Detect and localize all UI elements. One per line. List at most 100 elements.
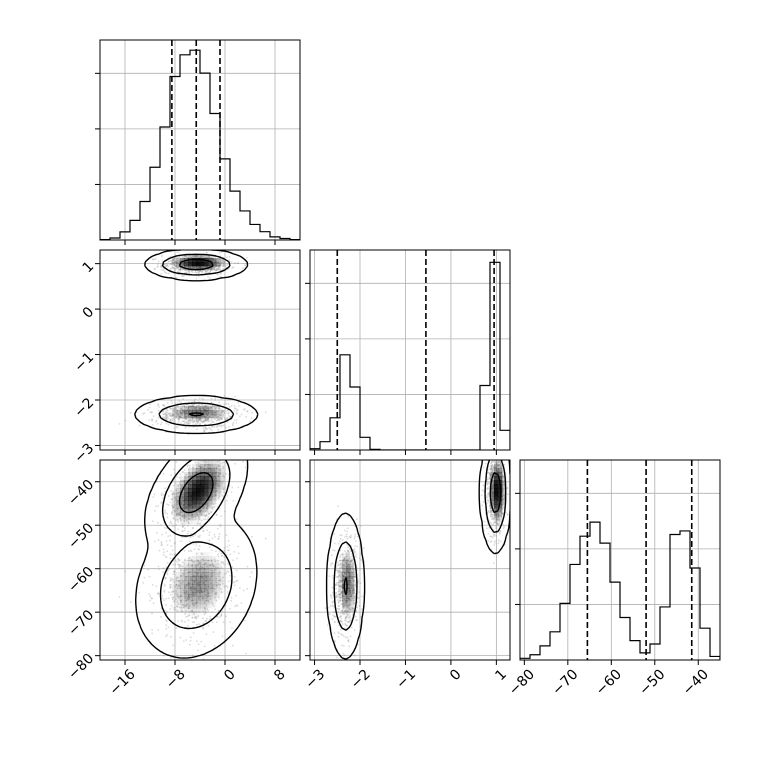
sample-point xyxy=(174,260,177,263)
sample-point xyxy=(175,512,178,515)
density-cell xyxy=(346,600,351,605)
sample-point xyxy=(342,577,344,580)
density-cell xyxy=(346,576,351,581)
sample-point xyxy=(184,596,187,599)
sample-point xyxy=(356,606,358,609)
sample-point xyxy=(346,530,348,533)
sample-point xyxy=(348,580,350,583)
sample-point xyxy=(186,524,189,527)
sample-point xyxy=(225,534,228,536)
sample-point xyxy=(501,512,504,515)
density-cell xyxy=(184,476,189,481)
sample-point xyxy=(220,418,223,421)
sample-point xyxy=(201,407,204,410)
sample-point xyxy=(219,417,222,420)
sample-point xyxy=(220,488,223,490)
sample-point xyxy=(199,586,201,589)
sample-point xyxy=(174,406,176,409)
sample-point xyxy=(204,266,207,269)
sample-point xyxy=(495,514,497,517)
sample-point xyxy=(497,464,500,467)
sample-point xyxy=(183,513,185,516)
density-cell xyxy=(346,596,351,601)
density-cell xyxy=(192,556,197,561)
sample-point xyxy=(187,604,190,607)
sample-point xyxy=(194,266,196,269)
sample-point xyxy=(202,577,205,580)
sample-point xyxy=(358,591,360,593)
sample-point xyxy=(220,412,223,415)
sample-point xyxy=(148,406,151,409)
sample-point xyxy=(494,456,496,458)
sample-point xyxy=(195,611,197,613)
sample-point xyxy=(352,562,354,565)
density-cell xyxy=(342,560,347,565)
sample-point xyxy=(339,569,341,572)
density-cells xyxy=(338,460,507,617)
density-cell xyxy=(180,476,185,481)
sample-point xyxy=(210,401,213,404)
sample-point xyxy=(219,265,221,268)
sample-point xyxy=(487,492,490,494)
density-cell xyxy=(180,266,185,271)
sample-point xyxy=(188,415,190,418)
sample-point xyxy=(207,407,210,410)
sample-point xyxy=(168,567,170,570)
sample-point xyxy=(342,566,345,568)
density-cell xyxy=(184,572,189,577)
sample-point xyxy=(186,269,189,272)
sample-point xyxy=(353,576,355,578)
sample-point xyxy=(208,499,211,501)
sample-point xyxy=(212,470,215,473)
sample-point xyxy=(179,601,182,603)
sample-point xyxy=(169,608,172,610)
sample-point xyxy=(492,466,495,469)
sample-point xyxy=(347,562,350,565)
sample-point xyxy=(184,477,187,480)
sample-point xyxy=(225,615,227,618)
density-cell xyxy=(498,508,503,513)
sample-point xyxy=(176,605,179,608)
sample-point xyxy=(176,257,179,259)
density-cell xyxy=(200,568,205,573)
sample-point xyxy=(215,466,218,469)
density-cell xyxy=(338,592,343,597)
sample-point xyxy=(499,530,502,533)
sample-point xyxy=(185,590,187,592)
sample-point xyxy=(216,621,218,624)
sample-point xyxy=(206,418,209,421)
sample-point xyxy=(339,599,342,602)
sample-point xyxy=(208,600,211,603)
density-cell xyxy=(342,592,347,597)
sample-point xyxy=(149,595,152,598)
sample-point xyxy=(354,540,357,542)
sample-point xyxy=(172,407,175,409)
sample-point xyxy=(160,492,163,495)
sample-point xyxy=(223,260,226,262)
sample-point xyxy=(211,426,214,429)
sample-point xyxy=(350,595,353,598)
sample-point xyxy=(172,506,175,509)
sample-point xyxy=(497,516,500,519)
sample-point xyxy=(338,593,341,596)
sample-point xyxy=(218,418,221,421)
sample-point xyxy=(501,467,504,470)
sample-point xyxy=(211,413,214,416)
density-cell xyxy=(212,472,217,477)
sample-point xyxy=(206,590,209,592)
sample-point xyxy=(489,504,491,507)
sample-point xyxy=(194,591,197,594)
sample-point xyxy=(206,588,209,591)
sample-point xyxy=(495,522,498,525)
sample-point xyxy=(220,414,223,417)
density-cell xyxy=(196,596,201,601)
sample-point xyxy=(199,561,202,564)
sample-point xyxy=(335,587,337,590)
sample-point xyxy=(340,591,343,593)
density-cell xyxy=(216,564,221,569)
sample-point xyxy=(488,478,491,481)
density-cell xyxy=(204,604,209,609)
sample-point xyxy=(226,570,229,572)
sample-point xyxy=(181,525,184,528)
density-cell xyxy=(208,414,213,419)
